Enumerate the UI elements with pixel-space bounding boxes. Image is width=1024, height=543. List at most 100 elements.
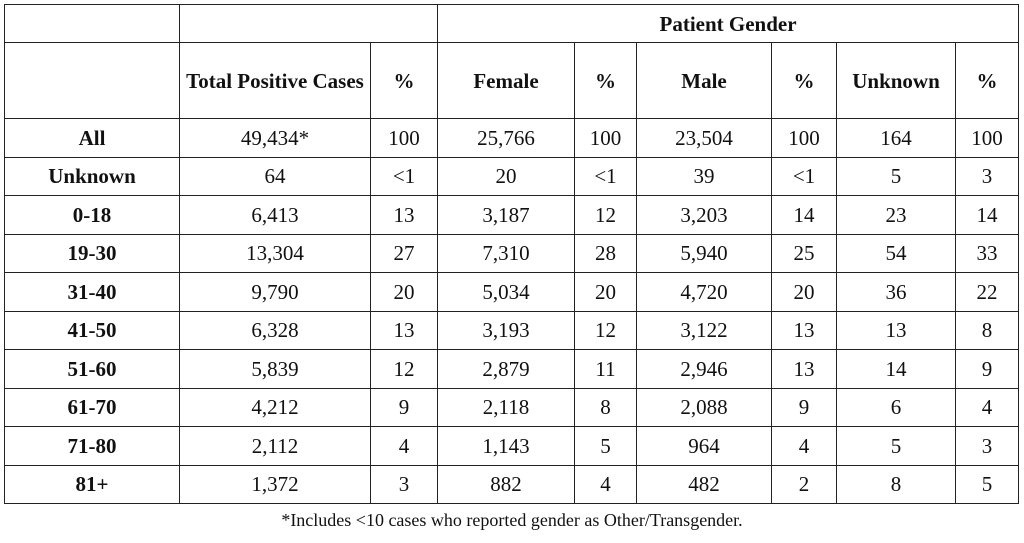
table-cell: 11 <box>574 349 637 389</box>
table-cell: 8 <box>954 310 1020 350</box>
column-header: % <box>574 42 637 119</box>
table-row: 19-30 13,304 27 7,310 28 5,940 25 54 33 <box>4 233 1020 273</box>
row-header: 41-50 <box>4 310 180 350</box>
table-cell: 20 <box>437 156 575 196</box>
table-cell: 12 <box>574 310 637 350</box>
table-cell: 2,118 <box>437 387 575 427</box>
table-cell: 5,034 <box>437 272 575 312</box>
table-row: 31-40 9,790 20 5,034 20 4,720 20 36 22 <box>4 272 1020 312</box>
column-header: % <box>954 42 1020 119</box>
table-cell: 882 <box>437 464 575 504</box>
table-cell: 5,940 <box>636 233 772 273</box>
table-cell: 20 <box>771 272 837 312</box>
column-header: % <box>370 42 438 119</box>
column-header: Male <box>636 42 772 119</box>
table-cell: 39 <box>636 156 772 196</box>
table-cell: 13 <box>771 349 837 389</box>
table-cell: 3,122 <box>636 310 772 350</box>
header-row: Patient Gender <box>4 4 1020 43</box>
table-cell: 100 <box>771 118 837 158</box>
table-cell: 20 <box>574 272 637 312</box>
table-cell: 12 <box>574 195 637 235</box>
table-cell: <1 <box>370 156 438 196</box>
table-row: 51-60 5,839 12 2,879 11 2,946 13 14 9 <box>4 349 1020 389</box>
table-cell: <1 <box>771 156 837 196</box>
table-row: 81+ 1,372 3 882 4 482 2 8 5 <box>4 464 1020 504</box>
row-header: 0-18 <box>4 195 180 235</box>
table-row: 61-70 4,212 9 2,118 8 2,088 9 6 4 <box>4 387 1020 427</box>
table-cell: 4 <box>574 464 637 504</box>
table-cell: 49,434* <box>179 118 371 158</box>
table-cell: 3 <box>370 464 438 504</box>
empty-cell <box>4 4 180 43</box>
table-cell: 100 <box>370 118 438 158</box>
row-header: Unknown <box>4 156 180 196</box>
data-table: Patient Gender Total Positive Cases% Fema… <box>4 4 1020 504</box>
table-cell: 28 <box>574 233 637 273</box>
table-body: All 49,434* 100 25,766 100 23,504 100 164 100 Unk… <box>4 118 1020 504</box>
row-header: 81+ <box>4 464 180 504</box>
table-cell: 36 <box>836 272 956 312</box>
table-cell: 9,790 <box>179 272 371 312</box>
table-cell: 2 <box>771 464 837 504</box>
table-cell: 3,193 <box>437 310 575 350</box>
table-cell: 4 <box>954 387 1020 427</box>
table-cell: 4 <box>370 426 438 466</box>
table-cell: 13 <box>370 310 438 350</box>
table-row: 41-50 6,328 13 3,193 12 3,122 13 13 8 <box>4 310 1020 350</box>
column-header: Total Positive Cases <box>179 42 371 119</box>
table-cell: 964 <box>636 426 772 466</box>
table-cell: 5 <box>954 464 1020 504</box>
table-cell: 9 <box>370 387 438 427</box>
table-cell: 33 <box>954 233 1020 273</box>
row-header: 51-60 <box>4 349 180 389</box>
table-cell: 2,946 <box>636 349 772 389</box>
table-cell: 1,143 <box>437 426 575 466</box>
table-cell: 2,112 <box>179 426 371 466</box>
table-cell: 13,304 <box>179 233 371 273</box>
empty-cell <box>179 4 438 43</box>
table-cell: 3 <box>954 426 1020 466</box>
table-cell: 4,212 <box>179 387 371 427</box>
table-cell: 23 <box>836 195 956 235</box>
table-cell: 14 <box>836 349 956 389</box>
table-cell: 5 <box>836 426 956 466</box>
table-cell: 100 <box>954 118 1020 158</box>
table-cell: 23,504 <box>636 118 772 158</box>
table-cell: 64 <box>179 156 371 196</box>
table-cell: 7,310 <box>437 233 575 273</box>
table-cell: 164 <box>836 118 956 158</box>
footnote: *Includes <10 cases who reported gender … <box>281 510 743 530</box>
table-row: 71-80 2,112 4 1,143 5 964 4 5 3 <box>4 426 1020 466</box>
table-cell: 3,203 <box>636 195 772 235</box>
table-cell: 14 <box>771 195 837 235</box>
table-cell: 25,766 <box>437 118 575 158</box>
table-cell: 100 <box>574 118 637 158</box>
table-cell: 27 <box>370 233 438 273</box>
table-cell: 12 <box>370 349 438 389</box>
empty-cell <box>4 42 180 119</box>
group-header: Patient Gender <box>436 4 1020 43</box>
table-cell: 5,839 <box>179 349 371 389</box>
table-cell: 6,328 <box>179 310 371 350</box>
table-cell: 1,372 <box>179 464 371 504</box>
row-header: 31-40 <box>4 272 180 312</box>
header-row: Total Positive Cases% Female% Male% Unknown… <box>4 42 1020 119</box>
table-row: Unknown 64 <1 20 <1 39 <1 5 3 <box>4 156 1020 196</box>
table-cell: 5 <box>836 156 956 196</box>
table-cell: 6,413 <box>179 195 371 235</box>
table-cell: 6 <box>836 387 956 427</box>
table-row: 0-18 6,413 13 3,187 12 3,203 14 23 14 <box>4 195 1020 235</box>
table-cell: 4 <box>771 426 837 466</box>
table-cell: 2,088 <box>636 387 772 427</box>
row-header: 61-70 <box>4 387 180 427</box>
table-cell: 25 <box>771 233 837 273</box>
column-header: Female <box>437 42 575 119</box>
column-header: % <box>771 42 837 119</box>
table-cell: 8 <box>836 464 956 504</box>
table-cell: 20 <box>370 272 438 312</box>
table-cell: 482 <box>636 464 772 504</box>
table-cell: 54 <box>836 233 956 273</box>
table-cell: 8 <box>574 387 637 427</box>
